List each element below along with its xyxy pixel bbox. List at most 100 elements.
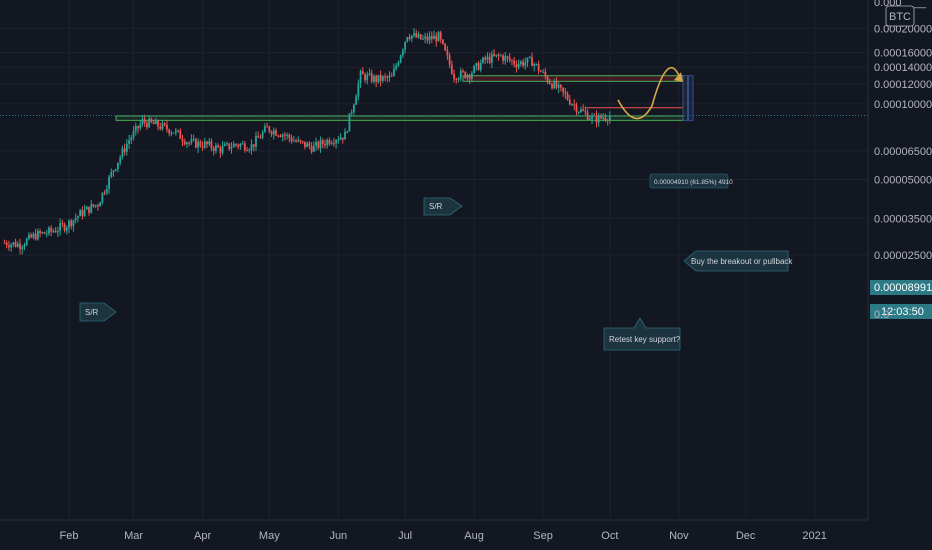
candle-body [286,134,289,136]
candle-body [186,142,188,145]
candle-body [297,140,300,142]
projection-arrow [674,72,683,83]
currency-badge-label: BTC [889,11,911,23]
candle-body [486,56,489,60]
candle-body [533,64,536,67]
candle-body [28,234,30,239]
candle-body [491,54,493,63]
candle-body [117,162,119,170]
candle-body [484,57,487,60]
candle-body [377,74,380,83]
candle-body [263,126,266,133]
candle-body [246,150,248,152]
candle-body [63,224,66,231]
candle-body [288,134,291,139]
candle-body [188,142,191,144]
candle-body [366,74,369,81]
candle-body [422,38,424,40]
candle-body [34,233,37,240]
time-axis[interactable]: Feb Mar Apr May Jun Jul Aug Sep Oct Nov Dec 2021 [60,530,827,542]
candle-body [181,138,184,142]
candle-body [134,125,137,131]
sr-callout-left[interactable]: S/R [79,302,117,322]
candle-body [295,140,297,142]
candle-body [148,118,151,128]
candle-body [339,137,342,140]
candle-body [36,230,39,240]
candle-body [591,115,593,119]
candle-body [531,56,533,67]
grid [0,0,868,520]
candle-body [361,70,364,75]
callout-retest-shape [603,317,681,351]
candle-body [522,61,524,66]
candle-body [373,76,375,82]
candle-body [192,138,195,140]
candle-body [50,227,53,232]
x-tick-label: Jun [329,530,347,542]
candle-body [159,126,162,129]
candle-body [154,120,157,125]
candle-body [72,219,75,227]
candle-body [141,119,144,125]
candle-body [301,141,304,143]
price-axis[interactable]: 0.000200000.000160000.000140000.00012000… [874,23,932,262]
candle-body [23,245,26,248]
candle-body [428,36,431,41]
sr-callout-right-shape [423,197,463,216]
candle-body [386,76,389,78]
candle-body [105,188,108,193]
currency-badge[interactable] [885,5,915,27]
candle-body [426,36,429,41]
callout-retest-label: Retest key support? [609,335,681,344]
candle-body [406,37,409,42]
resistance-zone [462,75,684,82]
candle-body [582,109,585,111]
candle-body [557,84,560,88]
candle-body [223,144,226,147]
candle-body [457,78,460,81]
candle-body [433,35,435,40]
candle-body [524,62,527,66]
callout-retest[interactable]: Retest key support? [603,317,681,351]
candle-body [299,140,302,142]
candle-body [103,192,106,194]
candle-body [537,63,540,72]
candle-body [381,76,384,81]
callout-breakout-shape [683,250,789,272]
candle-body [306,143,309,147]
candle-body [455,78,458,81]
candle-body [344,131,346,140]
candle-body [555,81,558,88]
partial-price-label: 0.0 [874,309,889,321]
candle-body [146,122,148,128]
candle-body [453,73,455,79]
callout-breakout-label: Buy the breakout or pullback [691,257,793,266]
sr-callout-left-shape [79,302,117,322]
candle-body [504,56,507,61]
current-price-box [870,280,932,295]
y-tick-label: 0.00005000 [874,174,932,186]
candle-body [137,125,139,129]
x-tick-label: Oct [601,530,618,542]
candle-body [168,129,171,134]
candle-body [586,112,589,120]
candle-body [319,140,322,149]
candle-body [268,126,271,132]
candle-body [177,130,179,132]
callout-breakout[interactable]: Buy the breakout or pullback [683,250,793,272]
candle-body [97,205,99,207]
candle-body [470,73,473,79]
candle-body [30,234,33,238]
candle-body [83,209,86,216]
top-edge-price-label: 0.000____ [874,0,927,9]
x-tick-label: Aug [464,530,484,542]
candle-body [571,104,573,106]
candle-body [255,136,257,147]
sr-callout-right[interactable]: S/R [423,197,463,216]
candle-body [321,140,324,144]
x-tick-label: Apr [194,530,211,542]
measure-label[interactable]: 0.00004910 (61.85%) 4910 [649,173,733,189]
candle-body [163,123,166,125]
overlays [0,66,868,121]
